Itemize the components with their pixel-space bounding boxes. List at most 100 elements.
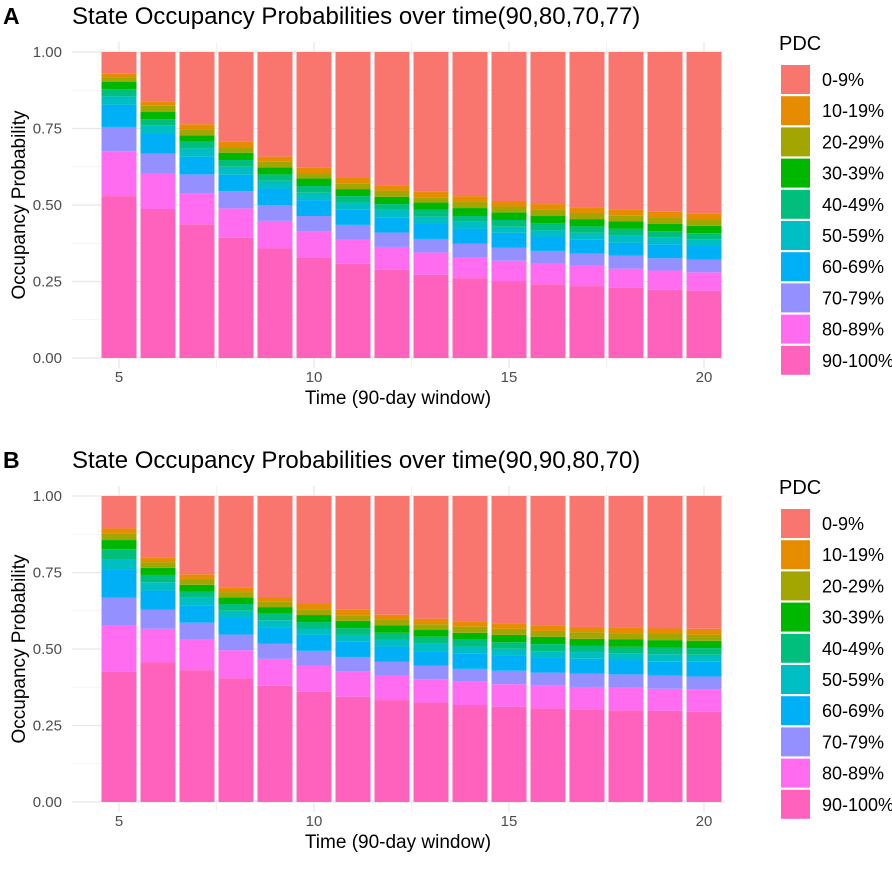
bar-segment-30-39pct bbox=[491, 634, 527, 643]
bar-t20 bbox=[686, 496, 722, 802]
bar-segment-30-39pct bbox=[257, 167, 293, 175]
bar-segment-40-49pct bbox=[296, 622, 332, 629]
bar-segment-10-19pct bbox=[608, 209, 644, 216]
bar-segment-40-49pct bbox=[296, 186, 332, 193]
legend-key bbox=[781, 314, 810, 344]
bar-segment-60-69pct bbox=[257, 188, 293, 205]
y-tick-label: 0.00 bbox=[33, 794, 62, 811]
bar-segment-30-39pct bbox=[452, 208, 488, 217]
bar-t14 bbox=[452, 496, 488, 802]
bar-segment-50-59pct bbox=[101, 559, 137, 570]
bar-segment-0-9pct bbox=[335, 52, 371, 178]
bar-segment-30-39pct bbox=[686, 225, 722, 234]
y-axis-title: Occupancy Probability bbox=[9, 110, 30, 300]
bar-segment-70-79pct bbox=[335, 224, 371, 240]
bar-segment-30-39pct bbox=[647, 223, 683, 232]
bar-segment-70-79pct bbox=[569, 253, 605, 266]
y-tick-label: 0.50 bbox=[33, 641, 62, 658]
bar-segment-40-49pct bbox=[569, 645, 605, 653]
bar-segment-80-89pct bbox=[218, 208, 254, 238]
bar-segment-50-59pct bbox=[374, 209, 410, 218]
bar-segment-70-79pct bbox=[335, 656, 371, 672]
bar-segment-90-100pct bbox=[374, 269, 410, 358]
bar-segment-10-19pct bbox=[413, 191, 449, 198]
bar-segment-0-9pct bbox=[374, 52, 410, 186]
bar-segment-80-89pct bbox=[296, 665, 332, 692]
legend-label: 10-19% bbox=[822, 545, 884, 565]
bar-segment-10-19pct bbox=[101, 528, 137, 534]
bar-segment-50-59pct bbox=[335, 634, 371, 642]
bar-segment-50-59pct bbox=[686, 654, 722, 662]
bar-segment-80-89pct bbox=[608, 687, 644, 711]
bar-segment-40-49pct bbox=[179, 141, 215, 149]
bar-segment-70-79pct bbox=[179, 622, 215, 640]
bar-segment-50-59pct bbox=[452, 221, 488, 229]
bar-segment-70-79pct bbox=[491, 670, 527, 685]
bar-t13 bbox=[413, 52, 449, 358]
bar-segment-90-100pct bbox=[218, 237, 254, 358]
legend-key bbox=[781, 758, 810, 788]
bar-segment-10-19pct bbox=[608, 627, 644, 634]
bar-segment-10-19pct bbox=[140, 557, 176, 563]
bar-segment-80-89pct bbox=[530, 685, 566, 709]
bar-segment-20-29pct bbox=[647, 634, 683, 641]
bar-segment-60-69pct bbox=[218, 617, 254, 635]
x-tick-label: 10 bbox=[306, 813, 323, 830]
bar-segment-70-79pct bbox=[179, 174, 215, 194]
legend-item: 70-79% bbox=[781, 283, 884, 313]
bar-segment-20-29pct bbox=[374, 190, 410, 197]
bar-segment-20-29pct bbox=[491, 206, 527, 213]
bar-segment-50-59pct bbox=[647, 654, 683, 662]
bar-segment-90-100pct bbox=[140, 208, 176, 358]
bar-segment-40-49pct bbox=[686, 233, 722, 240]
legend-label: 60-69% bbox=[822, 701, 884, 721]
bar-segment-60-69pct bbox=[452, 228, 488, 244]
bar-t6 bbox=[140, 52, 176, 358]
bar-segment-20-29pct bbox=[569, 212, 605, 220]
bar-segment-90-100pct bbox=[686, 290, 722, 358]
legend-title: PDC bbox=[779, 477, 821, 499]
bar-segment-50-59pct bbox=[257, 620, 293, 628]
y-tick-label: 0.75 bbox=[33, 565, 62, 582]
bar-segment-30-39pct bbox=[608, 221, 644, 229]
bar-segment-90-100pct bbox=[530, 708, 566, 802]
legend-item: 20-29% bbox=[781, 127, 884, 157]
bar-segment-0-9pct bbox=[413, 496, 449, 619]
bar-segment-30-39pct bbox=[608, 639, 644, 647]
bar-segment-90-100pct bbox=[374, 700, 410, 802]
legend-key bbox=[781, 127, 810, 157]
bar-segment-60-69pct bbox=[335, 209, 371, 225]
bar-t12 bbox=[374, 52, 410, 358]
bar-segment-0-9pct bbox=[296, 496, 332, 605]
y-tick-label: 0.25 bbox=[33, 718, 62, 735]
bar-segment-70-79pct bbox=[101, 597, 137, 626]
legend-label: 70-79% bbox=[822, 732, 884, 752]
bar-t17 bbox=[569, 52, 605, 358]
bar-segment-70-79pct bbox=[257, 205, 293, 221]
bar-segment-30-39pct bbox=[140, 567, 176, 575]
bars bbox=[101, 52, 722, 358]
y-tick-label: 0.00 bbox=[33, 350, 62, 367]
legend-key bbox=[781, 189, 810, 219]
bar-segment-40-49pct bbox=[257, 174, 293, 181]
bar-segment-90-100pct bbox=[569, 709, 605, 802]
bar-segment-10-19pct bbox=[569, 626, 605, 633]
bar-segment-90-100pct bbox=[140, 662, 176, 802]
bar-segment-20-29pct bbox=[530, 630, 566, 637]
bar-segment-70-79pct bbox=[686, 259, 722, 273]
bar-segment-90-100pct bbox=[179, 670, 215, 802]
bar-segment-10-19pct bbox=[335, 609, 371, 616]
bar-segment-60-69pct bbox=[101, 104, 137, 127]
legend-item: 0-9% bbox=[781, 509, 864, 538]
bar-segment-30-39pct bbox=[296, 178, 332, 187]
legend-item: 50-59% bbox=[781, 221, 884, 250]
bar-segment-40-49pct bbox=[179, 591, 215, 598]
bar-t13 bbox=[413, 496, 449, 802]
bar-segment-80-89pct bbox=[257, 220, 293, 249]
bar-segment-80-89pct bbox=[491, 260, 527, 282]
bar-segment-30-39pct bbox=[296, 615, 332, 623]
bar-segment-50-59pct bbox=[608, 235, 644, 243]
bar-segment-40-49pct bbox=[491, 219, 527, 227]
bar-segment-20-29pct bbox=[257, 601, 293, 608]
bar-segment-40-49pct bbox=[530, 223, 566, 231]
